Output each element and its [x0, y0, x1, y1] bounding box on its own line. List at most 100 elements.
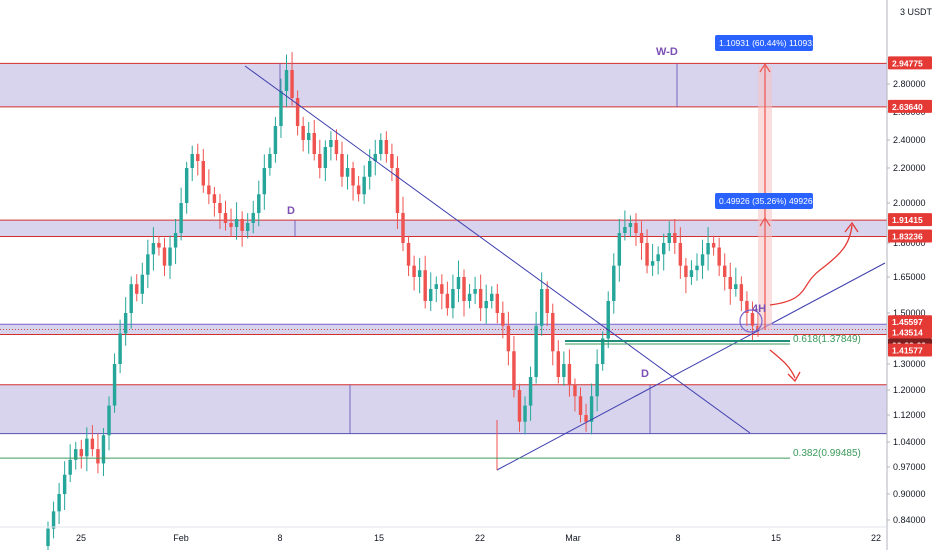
x-tick-label: 8 — [675, 533, 680, 543]
candle-body — [429, 289, 433, 301]
price-tag-box — [888, 229, 932, 243]
candle-body — [584, 415, 588, 422]
y-tick-label: 1.30000 — [893, 359, 926, 369]
measure-note-box — [715, 193, 813, 209]
candle-body — [306, 133, 311, 140]
fib-layer: 0.618(1.37849) 0.382(0.99485) — [0, 334, 861, 459]
candle-body — [711, 243, 716, 248]
pattern-label: W-D — [656, 46, 678, 58]
candle-body — [240, 219, 244, 231]
price-tag-box — [888, 325, 932, 339]
candle-body — [456, 277, 461, 289]
candle-body — [79, 449, 84, 457]
candle-body — [345, 168, 350, 177]
candle-body — [600, 338, 605, 364]
price-tag-label: 2.94775 — [892, 58, 923, 68]
measure-note-text: 1.10931 (60.44%) 110931 — [719, 38, 817, 48]
candle-body — [218, 203, 222, 213]
candle-body — [689, 270, 694, 277]
pattern-label: D — [641, 368, 649, 380]
x-tick-label: 8 — [277, 533, 282, 543]
candle-body — [373, 154, 377, 161]
candle-body — [196, 154, 200, 161]
candle-body — [589, 396, 594, 422]
currency-label: 3 USDT — [900, 7, 932, 17]
candle-body — [390, 154, 394, 168]
candle-body — [595, 364, 599, 397]
price-tag-box — [888, 343, 932, 357]
candle-body — [745, 301, 749, 313]
candle-body — [578, 396, 583, 415]
candle-body — [673, 233, 677, 243]
candle-body — [184, 168, 189, 203]
candle-body — [107, 405, 111, 436]
candle-body — [362, 176, 366, 195]
measure-note-box — [715, 35, 813, 51]
candle-body — [123, 313, 128, 334]
candle-body — [406, 243, 411, 266]
candle-body — [612, 265, 616, 301]
candle-body — [284, 70, 289, 91]
y-tick-label: 2.40000 — [893, 135, 926, 145]
candle-body — [395, 168, 400, 213]
candle-body — [417, 270, 422, 277]
price-axis: 3 USDT2.800002.600002.400002.200002.0000… — [886, 0, 932, 550]
candle-body — [151, 243, 156, 255]
price-tag-box — [888, 56, 932, 70]
projection-down-path — [769, 349, 796, 379]
candle-body — [639, 233, 644, 243]
measure-arrowhead — [759, 216, 771, 227]
candle-body — [384, 140, 389, 154]
candle-body — [268, 154, 272, 168]
candle-body — [628, 223, 633, 227]
candle-body — [51, 511, 56, 529]
candle-body — [201, 161, 206, 186]
y-tick-label: 2.00000 — [893, 198, 926, 208]
candle-body — [706, 243, 710, 255]
candle-body — [245, 223, 250, 231]
candle-body — [62, 474, 67, 494]
candle-body — [650, 261, 655, 266]
measure-arrowhead — [759, 62, 771, 73]
fib-label: 0.382(0.99485) — [793, 448, 861, 459]
candle-body — [168, 247, 172, 266]
candles-layer — [46, 52, 760, 550]
zone-box — [0, 63, 887, 107]
candle-body — [700, 254, 705, 266]
candle-body — [90, 438, 95, 450]
zone-box — [0, 384, 887, 434]
candle-body — [739, 284, 744, 301]
price-tags-layer: 2.94775 2.63640 1.91415 1.83236 1.455971.435… — [888, 56, 932, 357]
candle-body — [229, 223, 233, 227]
y-tick-label: 1.65000 — [893, 272, 926, 282]
descending-trendline — [244, 65, 751, 434]
candle-body — [318, 154, 322, 168]
price-tag-label: 2.63640 — [892, 102, 923, 112]
price-tag-label: 1.45597 — [892, 317, 923, 327]
candle-body — [295, 98, 300, 126]
pattern-label: 4H — [752, 303, 766, 315]
measure-note-text: 0.49926 (35.26%) 49926 — [719, 196, 813, 206]
candle-body — [135, 284, 139, 294]
candle-body — [656, 254, 660, 262]
y-tick-label: 1.80000 — [893, 238, 926, 248]
candle-body — [96, 449, 100, 464]
y-tick-label: 2.20000 — [893, 163, 926, 173]
candle-body — [462, 277, 466, 301]
candle-body — [157, 243, 161, 248]
candle-body — [501, 313, 505, 326]
candle-body — [722, 265, 727, 277]
candle-body — [734, 284, 738, 289]
x-tick-label: 15 — [374, 533, 384, 543]
x-tick-label: Mar — [565, 533, 581, 543]
pattern-label: D — [287, 205, 295, 217]
x-tick-label: 22 — [475, 533, 485, 543]
x-tick-label: 25 — [76, 533, 86, 543]
candle-body — [379, 140, 383, 154]
candle-body — [473, 289, 477, 294]
candle-body — [617, 233, 622, 266]
price-tag-box — [888, 213, 932, 227]
annotations-layer: W-D D D 4H 1.10931 (60.44%) 110931 0.49926 (3… — [287, 35, 817, 380]
candle-body — [484, 301, 488, 309]
